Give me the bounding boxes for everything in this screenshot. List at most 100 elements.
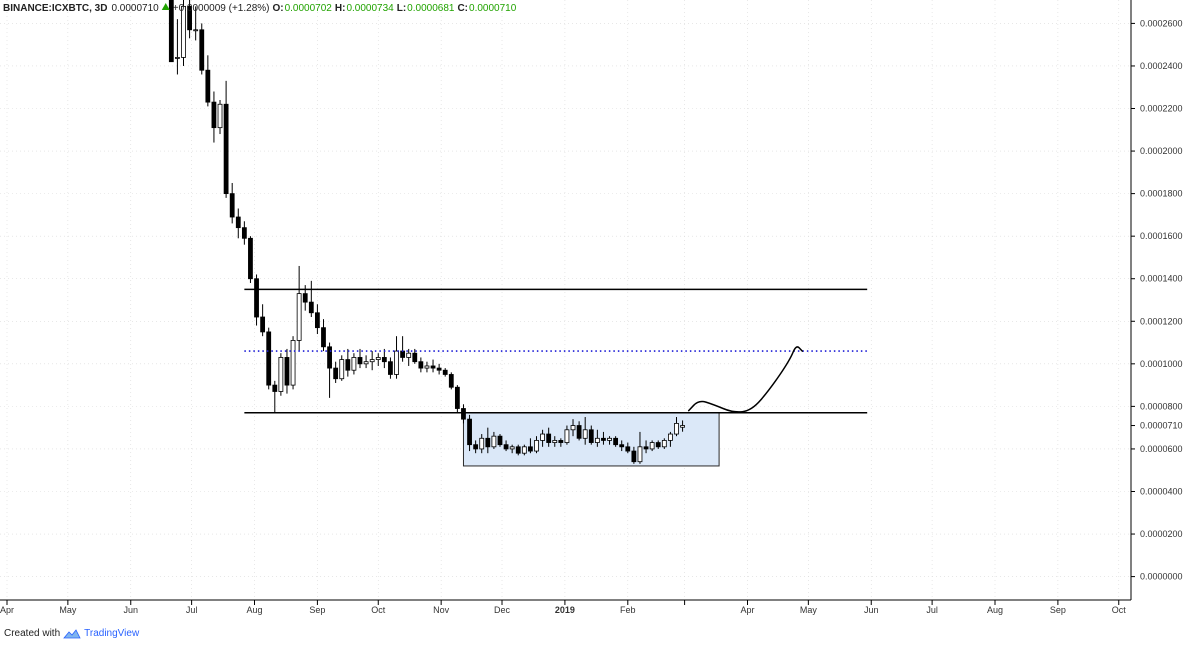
candle-body-down [619, 444, 625, 448]
grid-lines [0, 0, 1131, 600]
candle-body-up [594, 437, 600, 443]
price-tick-label: 0.0002000 [1140, 146, 1183, 156]
candle [369, 351, 375, 371]
candle-body-down [314, 312, 320, 329]
candle [534, 436, 539, 454]
price-tick-label: 0.0002400 [1140, 61, 1183, 71]
candle [375, 353, 381, 366]
drawings-layer [244, 288, 868, 414]
candle [381, 348, 387, 369]
candle [284, 348, 290, 394]
candle [388, 357, 393, 379]
projection-path[interactable] [687, 346, 804, 413]
candle-body-up [570, 425, 576, 431]
price-axis[interactable]: 0.0002600 0.0002400 0.0002200 0.0002000 0.00… [1131, 18, 1183, 582]
footer: Created with TradingView [4, 628, 139, 639]
candle [668, 431, 673, 447]
candle-body-down [576, 425, 582, 439]
candle-body-down [412, 352, 418, 363]
time-tick-label: Jun [864, 605, 879, 615]
candle [260, 304, 266, 337]
candle [649, 440, 655, 452]
symbol-legend: BINANCE:ICXBTC, 3D 0.0000710 +0.0000009 (… [3, 3, 517, 14]
candle [613, 436, 619, 447]
time-axis[interactable]: Apr May Jun Jul Aug Sep Oct Nov Dec 2019 Feb Apr May… [0, 600, 1126, 615]
candle-body-down [254, 278, 259, 318]
time-tick-label: Sep [309, 605, 325, 615]
candle [454, 385, 460, 413]
candle-body-up [534, 440, 539, 452]
candle-body-down [308, 301, 314, 314]
current-price-label: 0.0000710 [1140, 421, 1183, 431]
candle-body-down [442, 369, 448, 375]
candle-body-up [394, 350, 399, 375]
time-tick-label: Apr [0, 605, 14, 615]
candle [564, 425, 570, 445]
candle [217, 100, 223, 135]
candle-body-down [205, 69, 211, 103]
last-price: 0.0000710 [111, 3, 159, 14]
candle [655, 440, 661, 449]
tradingview-brand[interactable]: TradingView [84, 628, 140, 639]
tradingview-logo-icon [63, 628, 81, 638]
candle-body-down [327, 346, 332, 369]
candle-body-up [582, 429, 588, 439]
candle-body-down [448, 374, 454, 388]
candle [491, 431, 497, 449]
candle-body-up [564, 429, 570, 443]
time-tick-label: 2019 [555, 605, 575, 615]
time-tick-label: Nov [433, 605, 450, 615]
candle [272, 380, 278, 413]
price-change: +0.0000009 (+1.28%) [173, 3, 270, 14]
candle [193, 6, 199, 41]
candle [168, 0, 174, 63]
time-tick-label: May [800, 605, 818, 615]
candle [339, 355, 345, 381]
price-tick-label: 0.0001400 [1140, 274, 1183, 284]
price-tick-label: 0.0000600 [1140, 444, 1183, 454]
candle [424, 361, 430, 373]
price-tick-label: 0.0001600 [1140, 231, 1183, 241]
candle [509, 444, 515, 454]
candle-body-up [290, 340, 296, 386]
candle-body-up [351, 357, 357, 371]
price-tick-label: 0.0000000 [1140, 572, 1183, 582]
candle [473, 440, 479, 454]
candle-body-up [296, 293, 302, 341]
candle-body-down [229, 193, 235, 218]
candle-body-down [223, 103, 229, 195]
candle [661, 438, 667, 449]
candle-body-down [503, 444, 509, 450]
price-tick-label: 0.0000800 [1140, 401, 1183, 411]
candle [314, 304, 320, 335]
candle-body-up [479, 437, 485, 450]
candle-body-down [211, 101, 217, 129]
candle-body-down [235, 216, 241, 229]
time-tick-label: Jun [123, 605, 138, 615]
price-tick-label: 0.0001200 [1140, 316, 1183, 326]
close-label: C: [457, 3, 468, 14]
candle [558, 438, 564, 447]
created-with-label: Created with [4, 628, 61, 639]
candle-body-down [321, 327, 326, 348]
candle-body-down [485, 437, 491, 448]
candle [436, 363, 442, 375]
candle-body-down [631, 450, 637, 463]
candle-body-up [668, 433, 673, 441]
candle-body-up [406, 352, 412, 358]
price-tick-label: 0.0001000 [1140, 359, 1183, 369]
candle-body-up [607, 437, 612, 441]
candle-body-down [613, 437, 619, 446]
candle-body-down [168, 0, 174, 63]
high-value: 0.0000734 [346, 3, 394, 14]
candle [327, 342, 332, 398]
time-tick-label: Aug [987, 605, 1003, 615]
candle [588, 425, 594, 445]
symbol-label: BINANCE:ICXBTC, 3D [3, 3, 107, 14]
candle-body-down [473, 444, 479, 450]
candle-body-down [643, 446, 649, 450]
candle [521, 444, 527, 456]
candle-body-down [601, 437, 606, 441]
